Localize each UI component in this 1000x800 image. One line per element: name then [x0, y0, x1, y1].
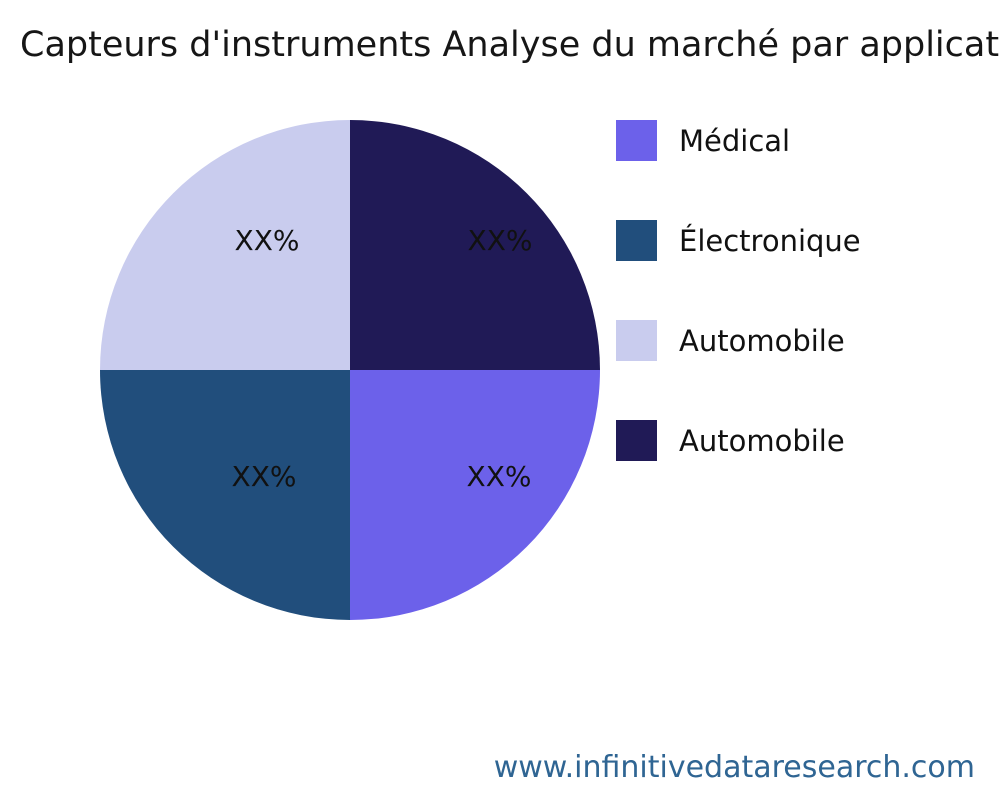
pie-slice-automobile-dark	[350, 120, 600, 370]
legend-item-medical: Médical	[616, 120, 861, 161]
legend-swatch-rect	[616, 320, 657, 361]
legend-swatch-rect	[616, 420, 657, 461]
legend-swatch-medical	[616, 120, 657, 161]
footer-website-url: www.infinitivedataresearch.com	[493, 750, 975, 785]
legend-label-automobile-dark: Automobile	[679, 423, 845, 458]
pie-slice-label-top-left: XX%	[234, 224, 300, 257]
legend-swatch-automobile-dark	[616, 420, 657, 461]
legend-swatch-automobile-light	[616, 320, 657, 361]
legend: Médical Électronique Automobile Automobi…	[616, 120, 861, 520]
legend-swatch-rect	[616, 120, 657, 161]
legend-item-automobile-light: Automobile	[616, 320, 861, 361]
pie-svg	[100, 120, 600, 620]
pie-slice-automobile-light	[100, 120, 350, 370]
legend-swatch-rect	[616, 220, 657, 261]
legend-swatch-electronique	[616, 220, 657, 261]
pie-chart	[100, 120, 600, 620]
legend-label-medical: Médical	[679, 123, 791, 158]
legend-item-electronique: Électronique	[616, 220, 861, 261]
legend-label-electronique: Électronique	[679, 223, 861, 258]
pie-slice-electronique	[100, 370, 350, 620]
chart-title: Capteurs d'instruments Analyse du marché…	[20, 25, 1000, 65]
pie-slice-label-bottom-right: XX%	[466, 460, 532, 493]
legend-label-automobile-light: Automobile	[679, 323, 845, 358]
legend-item-automobile-dark: Automobile	[616, 420, 861, 461]
pie-slice-label-top-right: XX%	[467, 224, 533, 257]
pie-slice-label-bottom-left: XX%	[231, 460, 297, 493]
pie-slice-medical	[350, 370, 600, 620]
